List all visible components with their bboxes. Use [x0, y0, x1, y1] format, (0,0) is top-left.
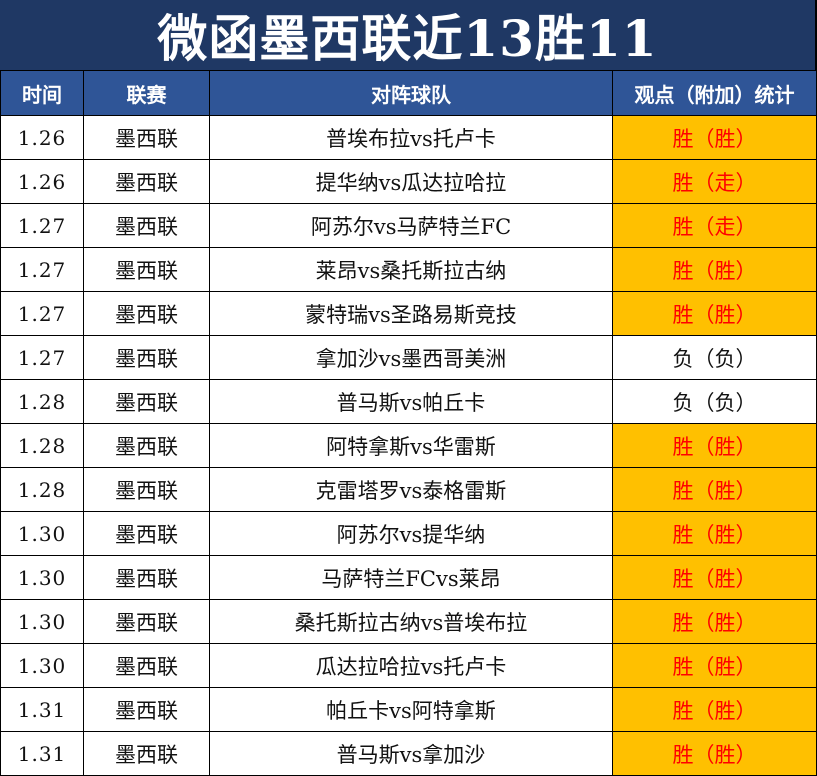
table-row: 1.30 墨西联 瓜达拉哈拉vs托卢卡 胜（胜） [0, 643, 817, 688]
table-row: 1.30 墨西联 桑托斯拉古纳vs普埃布拉 胜（胜） [0, 599, 817, 644]
cell-league: 墨西联 [83, 511, 210, 556]
cell-match: 阿特拿斯vs华雷斯 [209, 423, 613, 468]
cell-date: 1.26 [0, 159, 84, 204]
cell-result: 胜（胜） [612, 731, 817, 776]
header-match: 对阵球队 [209, 70, 613, 116]
header-row: 时间 联赛 对阵球队 观点（附加）统计 [0, 70, 817, 116]
cell-date: 1.31 [0, 731, 84, 776]
results-table: 时间 联赛 对阵球队 观点（附加）统计 1.26 墨西联 普埃布拉vs托卢卡 胜… [0, 70, 817, 776]
cell-result: 胜（胜） [612, 643, 817, 688]
cell-match: 普马斯vs拿加沙 [209, 731, 613, 776]
header-league: 联赛 [83, 70, 210, 116]
cell-match: 提华纳vs瓜达拉哈拉 [209, 159, 613, 204]
table-row: 1.31 墨西联 帕丘卡vs阿特拿斯 胜（胜） [0, 687, 817, 732]
table-row: 1.31 墨西联 普马斯vs拿加沙 胜（胜） [0, 731, 817, 776]
cell-result: 胜（胜） [612, 555, 817, 600]
cell-date: 1.30 [0, 599, 84, 644]
cell-match: 克雷塔罗vs泰格雷斯 [209, 467, 613, 512]
table-body: 1.26 墨西联 普埃布拉vs托卢卡 胜（胜） 1.26 墨西联 提华纳vs瓜达… [0, 115, 817, 776]
cell-date: 1.27 [0, 203, 84, 248]
table-row: 1.30 墨西联 马萨特兰FCvs莱昂 胜（胜） [0, 555, 817, 600]
table-row: 1.27 墨西联 拿加沙vs墨西哥美洲 负（负） [0, 335, 817, 380]
cell-league: 墨西联 [83, 335, 210, 380]
cell-league: 墨西联 [83, 291, 210, 336]
cell-date: 1.30 [0, 555, 84, 600]
table-row: 1.28 墨西联 克雷塔罗vs泰格雷斯 胜（胜） [0, 467, 817, 512]
cell-date: 1.28 [0, 467, 84, 512]
cell-date: 1.27 [0, 247, 84, 292]
cell-match: 瓜达拉哈拉vs托卢卡 [209, 643, 613, 688]
cell-match: 普马斯vs帕丘卡 [209, 379, 613, 424]
cell-result: 胜（胜） [612, 511, 817, 556]
cell-league: 墨西联 [83, 599, 210, 644]
page-title: 微函墨西联近13胜11 [0, 0, 817, 70]
cell-date: 1.26 [0, 115, 84, 160]
cell-result: 负（负） [612, 379, 817, 424]
cell-result: 负（负） [612, 335, 817, 380]
cell-league: 墨西联 [83, 115, 210, 160]
table-row: 1.28 墨西联 普马斯vs帕丘卡 负（负） [0, 379, 817, 424]
cell-result: 胜（胜） [612, 247, 817, 292]
cell-result: 胜（胜） [612, 467, 817, 512]
cell-date: 1.30 [0, 511, 84, 556]
cell-match: 拿加沙vs墨西哥美洲 [209, 335, 613, 380]
cell-league: 墨西联 [83, 687, 210, 732]
cell-league: 墨西联 [83, 643, 210, 688]
cell-league: 墨西联 [83, 423, 210, 468]
cell-league: 墨西联 [83, 379, 210, 424]
table-row: 1.27 墨西联 莱昂vs桑托斯拉古纳 胜（胜） [0, 247, 817, 292]
cell-match: 桑托斯拉古纳vs普埃布拉 [209, 599, 613, 644]
cell-date: 1.30 [0, 643, 84, 688]
cell-result: 胜（胜） [612, 291, 817, 336]
table-row: 1.28 墨西联 阿特拿斯vs华雷斯 胜（胜） [0, 423, 817, 468]
table-row: 1.26 墨西联 提华纳vs瓜达拉哈拉 胜（走） [0, 159, 817, 204]
cell-league: 墨西联 [83, 555, 210, 600]
cell-match: 阿苏尔vs提华纳 [209, 511, 613, 556]
cell-date: 1.31 [0, 687, 84, 732]
cell-result: 胜（胜） [612, 115, 817, 160]
cell-league: 墨西联 [83, 247, 210, 292]
cell-match: 马萨特兰FCvs莱昂 [209, 555, 613, 600]
cell-result: 胜（胜） [612, 599, 817, 644]
cell-match: 蒙特瑞vs圣路易斯竞技 [209, 291, 613, 336]
table-row: 1.27 墨西联 阿苏尔vs马萨特兰FC 胜（走） [0, 203, 817, 248]
cell-date: 1.27 [0, 335, 84, 380]
cell-league: 墨西联 [83, 203, 210, 248]
table-row: 1.26 墨西联 普埃布拉vs托卢卡 胜（胜） [0, 115, 817, 160]
cell-league: 墨西联 [83, 467, 210, 512]
cell-date: 1.28 [0, 379, 84, 424]
cell-result: 胜（走） [612, 159, 817, 204]
cell-result: 胜（胜） [612, 687, 817, 732]
cell-result: 胜（走） [612, 203, 817, 248]
cell-date: 1.28 [0, 423, 84, 468]
cell-league: 墨西联 [83, 731, 210, 776]
table-row: 1.27 墨西联 蒙特瑞vs圣路易斯竞技 胜（胜） [0, 291, 817, 336]
cell-date: 1.27 [0, 291, 84, 336]
cell-league: 墨西联 [83, 159, 210, 204]
cell-match: 阿苏尔vs马萨特兰FC [209, 203, 613, 248]
cell-match: 莱昂vs桑托斯拉古纳 [209, 247, 613, 292]
header-time: 时间 [0, 70, 84, 116]
cell-match: 帕丘卡vs阿特拿斯 [209, 687, 613, 732]
header-stat: 观点（附加）统计 [612, 70, 817, 116]
cell-result: 胜（胜） [612, 423, 817, 468]
table-row: 1.30 墨西联 阿苏尔vs提华纳 胜（胜） [0, 511, 817, 556]
cell-match: 普埃布拉vs托卢卡 [209, 115, 613, 160]
